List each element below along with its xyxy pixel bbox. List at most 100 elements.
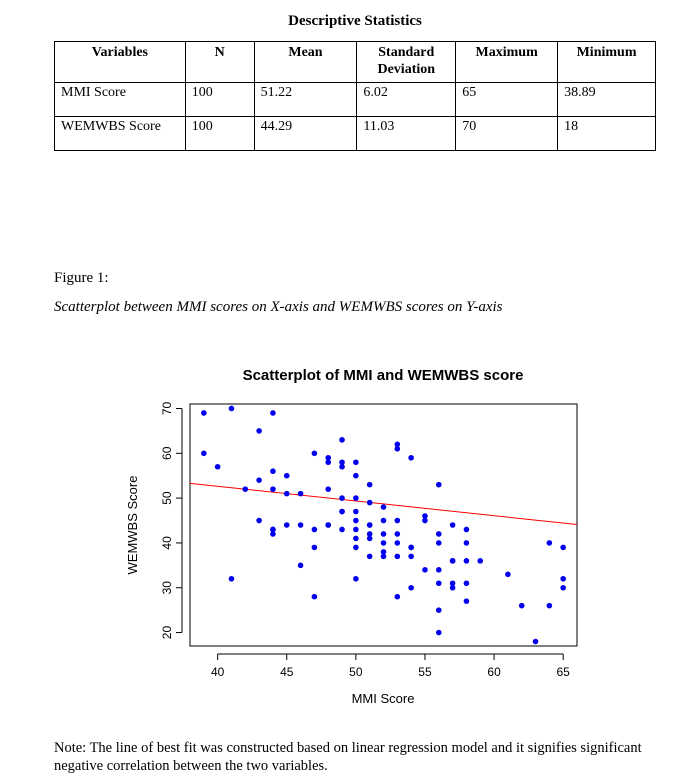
data-point [339,495,345,501]
data-point [449,584,456,591]
cell-sd: 6.02 [356,82,457,117]
data-point [339,437,345,443]
data-point [380,553,387,560]
data-point [256,517,262,524]
table-header-row: Variables N Mean Standard Deviation Maxi… [54,41,656,83]
data-point [422,567,428,573]
data-point [339,459,345,466]
data-point [325,486,332,492]
data-point [339,526,345,533]
data-point [228,575,235,582]
data-point [560,584,566,591]
data-point [353,526,359,533]
data-point [546,602,553,609]
data-point [270,486,276,492]
data-point [380,517,387,524]
data-point [463,558,470,564]
x-tick-label: 45 [280,665,294,679]
x-tick-label: 50 [349,665,363,679]
data-point [311,593,318,600]
header-n: N [184,41,255,83]
data-point [353,575,359,582]
chart-title: Scatterplot of MMI and WEMWBS score [243,367,524,384]
cell-sd: 11.03 [356,116,457,151]
data-point [353,495,359,501]
data-point [408,584,414,591]
data-point [214,463,221,470]
figure-label: Figure 1: [54,270,109,286]
data-point [463,540,470,546]
data-point [311,450,318,457]
header-variables: Variables [54,41,186,83]
y-axis-label: WEMWBS Score [125,476,140,575]
data-point [325,454,332,461]
data-point [366,481,373,488]
data-point [353,517,359,524]
data-point [408,454,414,461]
data-point [325,459,332,466]
data-point [435,481,442,488]
cell-min: 38.89 [557,82,656,117]
data-point [270,410,276,416]
data-point [394,517,401,524]
data-point [297,562,304,569]
scatterplot-chart: Scatterplot of MMI and WEMWBS score 40 45… [125,367,578,706]
data-point [394,441,401,448]
data-point [256,428,262,434]
data-point [394,540,401,546]
data-point [297,522,304,528]
data-point [394,553,401,560]
data-point [505,571,511,578]
table-title: Descriptive Statistics [288,13,422,29]
data-point [449,580,456,587]
data-point [422,517,428,524]
cell-mean: 51.22 [253,82,358,117]
data-point [353,535,359,542]
data-point [283,472,290,479]
data-point [297,490,304,497]
table-row: MMI Score 100 51.22 6.02 65 38.89 [54,82,656,117]
header-standard-deviation: Standard Deviation [356,41,457,83]
data-point [201,450,207,457]
header-maximum: Maximum [455,41,559,83]
y-tick-label: 20 [160,626,174,640]
data-point [435,580,442,587]
cell-max: 70 [455,116,559,151]
data-point [311,544,318,551]
y-axis: 20 30 40 50 60 70 [160,401,183,640]
x-tick-label: 65 [556,665,570,679]
data-point [435,607,442,613]
y-tick-label: 70 [160,401,174,415]
data-point [353,459,359,466]
data-point [353,472,359,479]
data-point [435,531,442,537]
data-point [366,499,373,506]
data-point [256,477,262,483]
data-point [449,522,456,528]
x-tick-label: 60 [487,665,501,679]
data-point [339,508,345,515]
data-point [366,531,373,537]
cell-variable: MMI Score [54,82,186,117]
data-point [283,522,290,528]
data-point [283,490,290,497]
data-point [463,526,470,533]
header-mean: Mean [253,41,358,83]
y-tick-label: 50 [160,491,174,505]
data-point [463,598,470,604]
data-point [532,638,539,645]
data-point [463,580,470,587]
data-point [435,540,442,546]
data-point [435,629,442,636]
cell-min: 18 [557,116,656,151]
data-point [394,531,401,537]
x-tick-label: 40 [211,665,225,679]
table-row: WEMWBS Score 100 44.29 11.03 70 18 [54,116,656,151]
data-point [270,526,276,533]
data-point [422,513,428,519]
data-point [560,544,566,551]
data-point [477,558,484,564]
data-point [394,593,401,600]
data-point [449,558,456,564]
data-point [394,446,401,452]
